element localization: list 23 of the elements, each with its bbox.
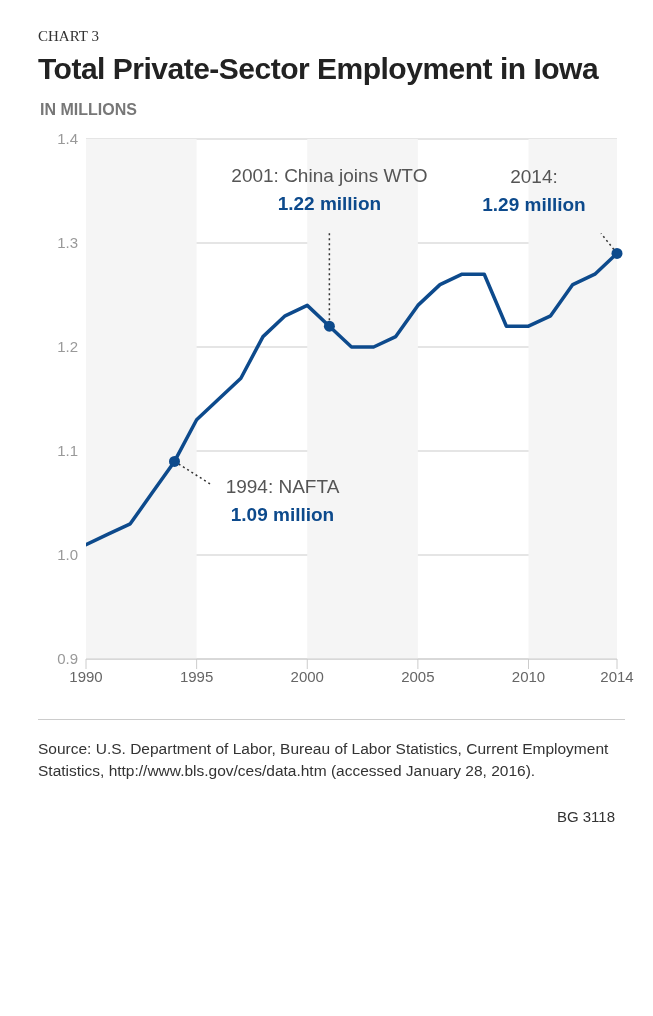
y-tick-label: 1.3 <box>57 234 78 252</box>
text: BG 3118 <box>556 808 615 825</box>
y-tick-label: 0.9 <box>57 650 78 668</box>
point <box>169 455 180 467</box>
chart-title: Total Private-Sector Employment in Iowa <box>38 52 599 85</box>
x-tick-label: 2000 <box>290 667 324 685</box>
caption: CHART 3 <box>38 28 99 44</box>
y-tick-label: 1.4 <box>57 130 78 148</box>
source-note: Source: U.S. Department of Labor, Bureau of Labor Statistics, Current Employment Statistics, http://www.bls.gov/ces/data.htm (accessed January 28, 2016). <box>38 740 609 779</box>
x-tick-label: 1990 <box>69 667 103 685</box>
annotation: 2014: 1.29 million <box>482 166 586 216</box>
annotation: 2001: China joins WTO 1.22 million <box>231 165 428 215</box>
x-tick-label: 2005 <box>401 667 435 685</box>
x-tick-label: 2010 <box>511 667 546 685</box>
y-axis-title: IN MILLIONS <box>40 101 137 118</box>
point <box>323 320 335 332</box>
annotation: 1994: NAFTA 1.09 million <box>225 476 340 526</box>
x-tick-label: 2014 <box>600 667 634 685</box>
point <box>611 247 623 259</box>
y-tick-label: 1.1 <box>57 442 78 460</box>
x-tick-label: 1995 <box>179 667 214 685</box>
y-tick-label: 1.0 <box>57 546 78 564</box>
y-tick-label: 1.2 <box>57 338 78 356</box>
